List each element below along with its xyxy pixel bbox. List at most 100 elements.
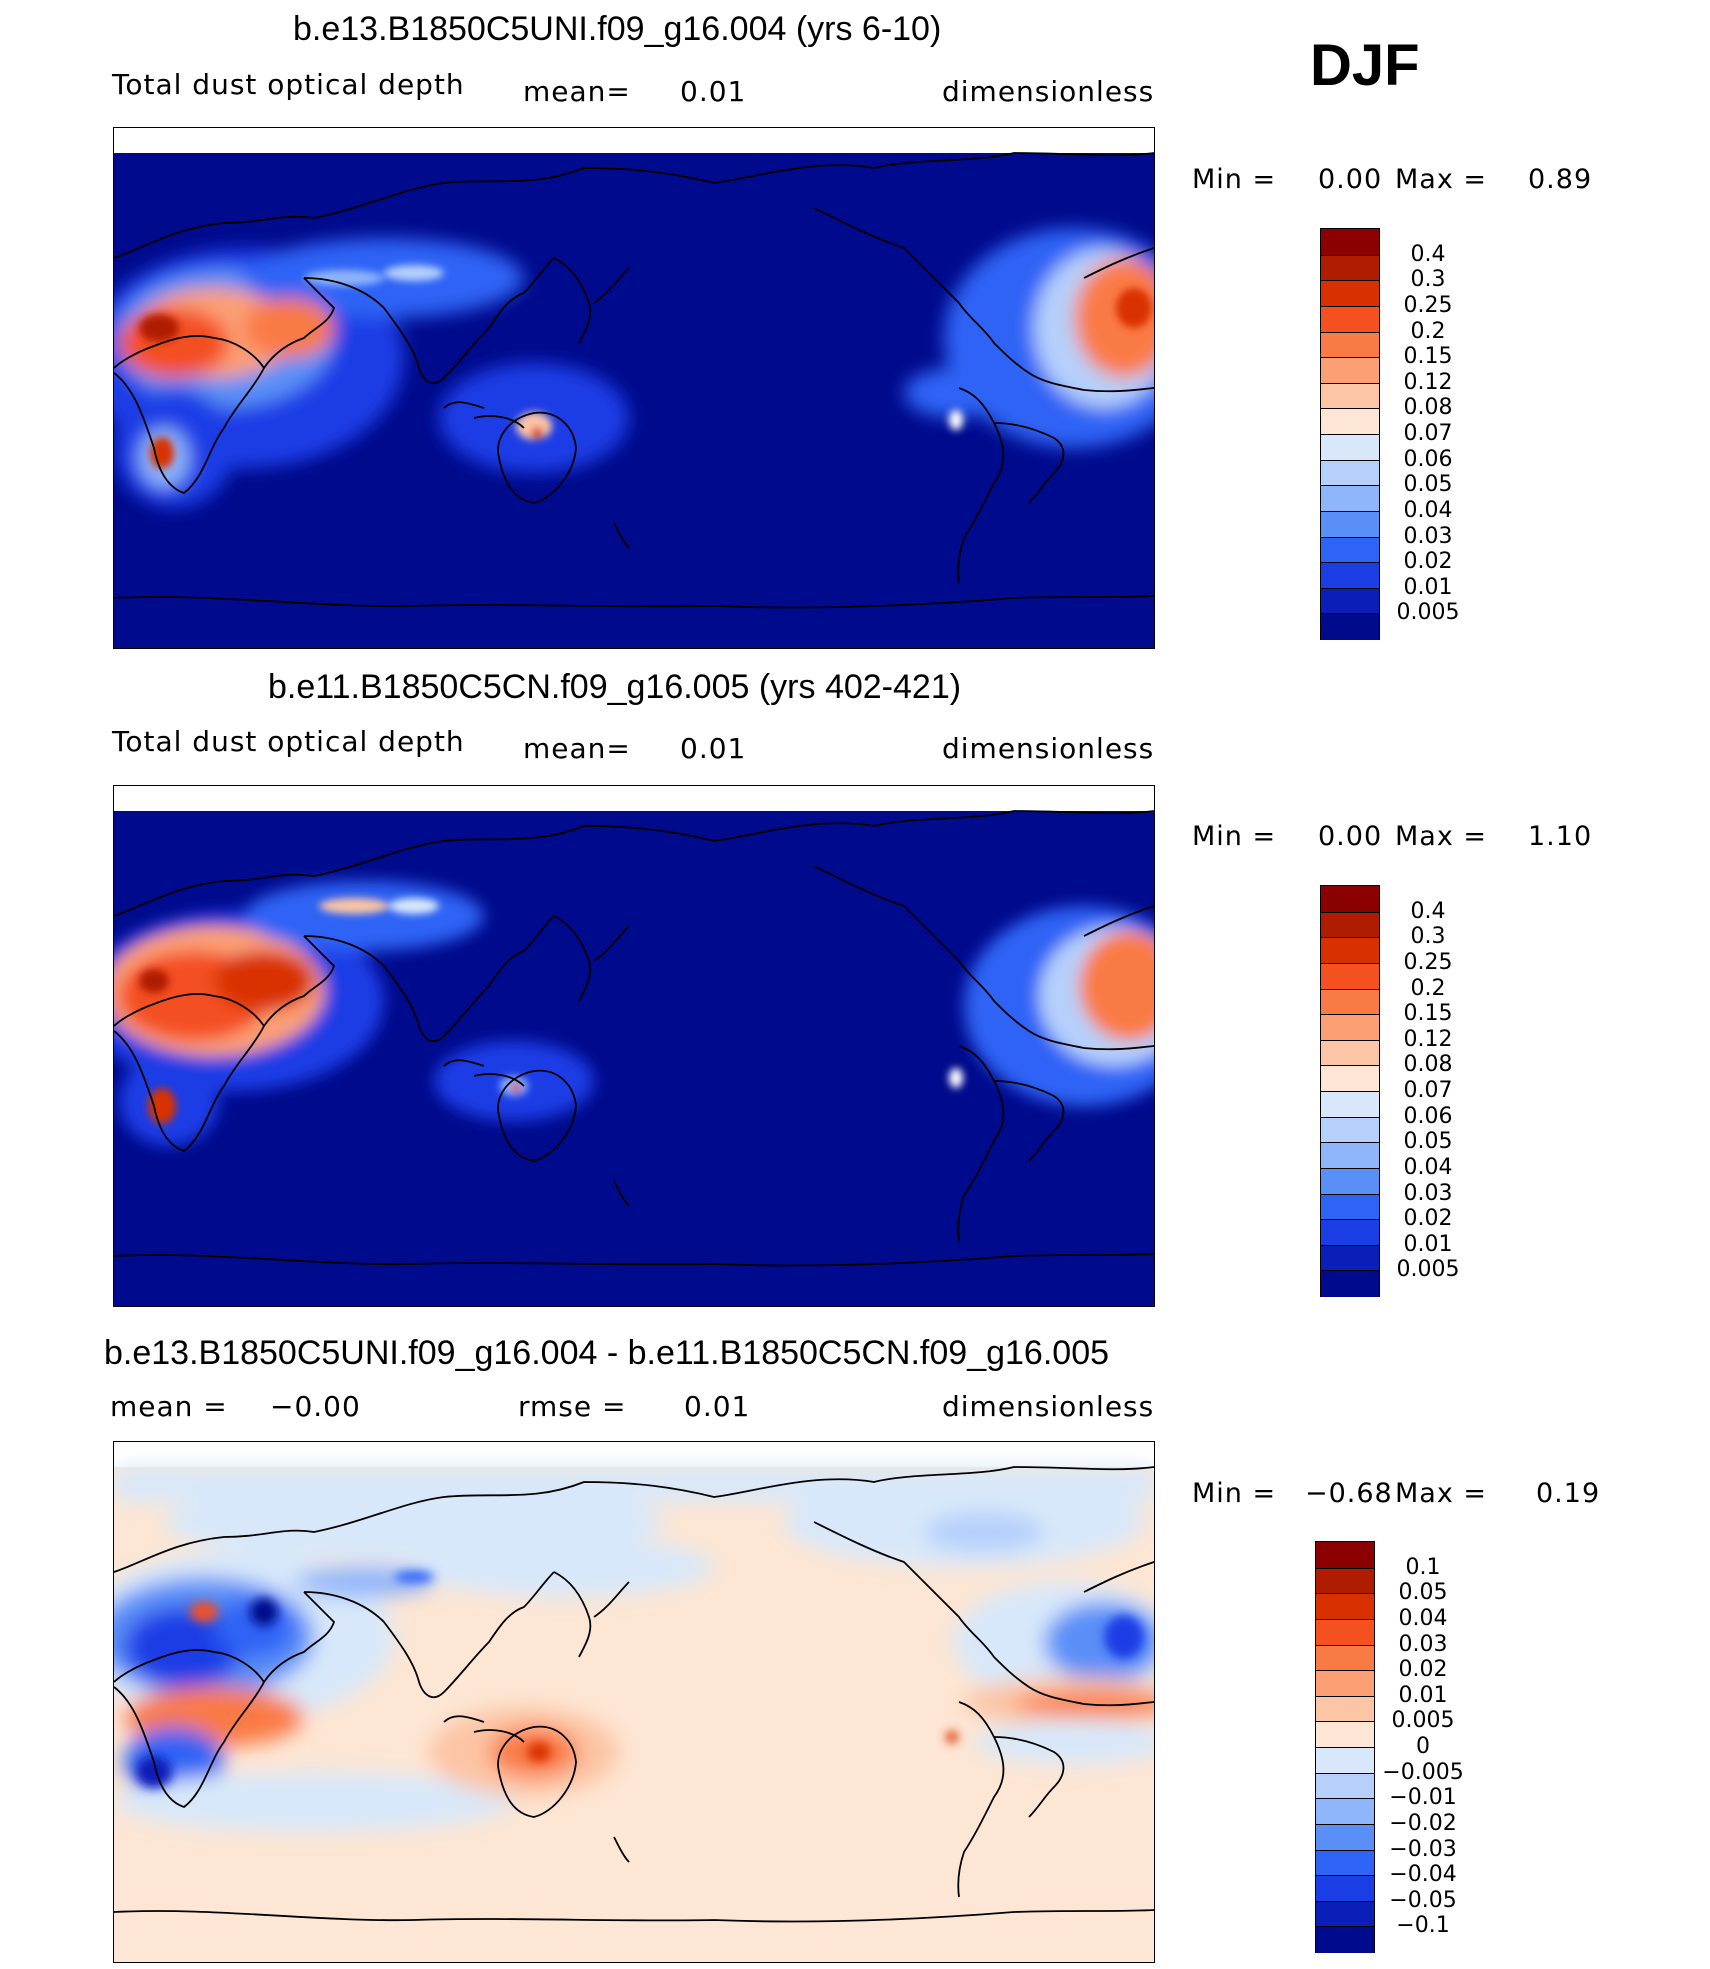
colorbar-tick-label: 0.4 xyxy=(1410,898,1446,924)
panel-1-map xyxy=(113,127,1155,649)
colorbar-swatch xyxy=(1321,1014,1379,1041)
colorbar-swatch xyxy=(1321,434,1379,461)
panel-2-max-label: Max = xyxy=(1395,821,1488,852)
panel-1-max-label: Max = xyxy=(1395,164,1488,195)
colorbar-tick-label: 0.04 xyxy=(1398,1605,1448,1631)
colorbar-swatch xyxy=(1316,1695,1374,1723)
colorbar-tick-label: 0.15 xyxy=(1403,1001,1453,1027)
colorbar-tick-label: 0.03 xyxy=(1403,1180,1453,1206)
panel-1-units: dimensionless xyxy=(942,75,1155,108)
colorbar-swatch xyxy=(1321,1244,1379,1272)
colorbar-swatch xyxy=(1321,536,1379,564)
panel-2-units: dimensionless xyxy=(942,732,1155,765)
colorbar-tick-label: 0.02 xyxy=(1398,1657,1448,1683)
colorbar-swatch xyxy=(1321,510,1379,538)
colorbar-swatch xyxy=(1316,1926,1374,1953)
panel-2-max-value: 1.10 xyxy=(1528,821,1593,852)
panel-3-min-label: Min = xyxy=(1192,1478,1277,1509)
panel-2-variable-label: Total dust optical depth xyxy=(112,725,465,758)
colorbar-tick-label: 0.3 xyxy=(1410,267,1446,293)
colorbar-swatch xyxy=(1321,911,1379,939)
colorbar-swatch xyxy=(1321,1091,1379,1118)
colorbar-tick-label: 0.03 xyxy=(1403,523,1453,549)
panel-2-colorbar: 0.4 0.3 0.25 0.2 0.15 0.12 0.08 0.07 0.06 0.05 0.0… xyxy=(1320,885,1459,1297)
panel-1-min-value: 0.00 xyxy=(1318,164,1383,195)
colorbar-swatch xyxy=(1321,229,1379,255)
colorbar-swatch xyxy=(1321,1142,1379,1169)
colorbar-swatch xyxy=(1321,1219,1379,1246)
colorbar-swatch xyxy=(1316,1593,1374,1620)
panel-3-map xyxy=(113,1441,1155,1963)
colorbar-swatch xyxy=(1321,562,1379,589)
panel-3-max-value: 0.19 xyxy=(1536,1478,1601,1509)
season-label: DJF xyxy=(1310,33,1420,98)
panel-1-min-label: Min = xyxy=(1192,164,1277,195)
colorbar-tick-label: −0.01 xyxy=(1389,1785,1457,1811)
panel-1-title: b.e13.B1850C5UNI.f09_g16.004 (yrs 6-10) xyxy=(293,10,942,48)
colorbar-tick-label: 0.12 xyxy=(1403,1026,1453,1052)
panel-3-colorbar: 0.1 0.05 0.04 0.03 0.02 0.01 0.005 0 −0.005 −0.01… xyxy=(1315,1541,1464,1953)
colorbar-tick-label: 0 xyxy=(1416,1734,1430,1759)
colorbar-swatch xyxy=(1316,1618,1374,1646)
colorbar-swatch xyxy=(1321,357,1379,384)
colorbar-swatch xyxy=(1321,382,1379,410)
colorbar-swatch xyxy=(1316,1823,1374,1851)
colorbar-swatch xyxy=(1321,613,1379,640)
colorbar-swatch xyxy=(1321,331,1379,359)
colorbar-swatch xyxy=(1321,988,1379,1016)
colorbar-tick-label: 0.005 xyxy=(1396,600,1460,626)
colorbar-swatch xyxy=(1316,1772,1374,1800)
panel-1-variable-label: Total dust optical depth xyxy=(112,68,465,101)
colorbar-tick-label: 0.3 xyxy=(1410,924,1446,950)
colorbar-tick-label: 0.04 xyxy=(1403,497,1453,523)
colorbar-swatch xyxy=(1316,1721,1374,1748)
colorbar-tick-label: 0.01 xyxy=(1403,574,1453,600)
panel-1-map-svg xyxy=(114,128,1154,648)
colorbar-swatch xyxy=(1316,1542,1374,1568)
colorbar-tick-label: 0.2 xyxy=(1410,318,1446,344)
panel-1-mean-value: 0.01 xyxy=(680,75,747,108)
panel-3-rmse-value: 0.01 xyxy=(684,1390,751,1423)
colorbar-swatch xyxy=(1321,1270,1379,1297)
colorbar-tick-label: 0.02 xyxy=(1403,1206,1453,1232)
colorbar-swatch xyxy=(1316,1747,1374,1774)
colorbar-tick-label: 0.06 xyxy=(1403,446,1453,472)
panel-2-map-svg xyxy=(114,786,1154,1306)
colorbar-tick-label: 0.1 xyxy=(1405,1554,1441,1580)
colorbar-tick-label: 0.07 xyxy=(1403,421,1453,446)
colorbar-tick-label: 0.06 xyxy=(1403,1103,1453,1129)
colorbar-tick-label: 0.25 xyxy=(1403,292,1453,318)
panel-2-min-label: Min = xyxy=(1192,821,1277,852)
colorbar-tick-label: −0.1 xyxy=(1396,1913,1450,1939)
colorbar-swatch xyxy=(1321,1193,1379,1221)
colorbar-swatch xyxy=(1321,587,1379,615)
panel-3-rmse-label: rmse = xyxy=(518,1390,627,1423)
colorbar-tick-label: 0.08 xyxy=(1403,1052,1453,1078)
colorbar-tick-label: −0.04 xyxy=(1389,1862,1457,1888)
panel-2-min-value: 0.00 xyxy=(1318,821,1383,852)
colorbar-tick-label: 0.03 xyxy=(1398,1631,1448,1657)
colorbar-swatch xyxy=(1321,1065,1379,1092)
colorbar-tick-label: 0.01 xyxy=(1403,1231,1453,1257)
panel-2-mean-label: mean= xyxy=(523,732,631,765)
colorbar-swatch xyxy=(1321,254,1379,282)
colorbar-swatch xyxy=(1321,937,1379,964)
panel-3-units: dimensionless xyxy=(942,1390,1155,1423)
colorbar-swatch xyxy=(1321,459,1379,487)
colorbar-swatch xyxy=(1321,305,1379,333)
colorbar-tick-label: −0.005 xyxy=(1382,1759,1464,1785)
colorbar-swatch xyxy=(1316,1567,1374,1595)
colorbar-tick-label: −0.05 xyxy=(1389,1887,1457,1913)
colorbar-tick-label: −0.02 xyxy=(1389,1810,1457,1836)
colorbar-swatch xyxy=(1316,1798,1374,1825)
colorbar-tick-label: 0.02 xyxy=(1403,549,1453,575)
colorbar-swatch xyxy=(1321,1039,1379,1067)
colorbar-tick-label: 0.4 xyxy=(1410,241,1446,267)
colorbar-swatch xyxy=(1321,408,1379,435)
colorbar-tick-label: 0.005 xyxy=(1396,1257,1460,1283)
panel-3-min-value: −0.68 xyxy=(1305,1478,1393,1509)
colorbar-swatch xyxy=(1316,1644,1374,1672)
panel-2-mean-value: 0.01 xyxy=(680,732,747,765)
colorbar-tick-label: 0.05 xyxy=(1403,1129,1453,1155)
colorbar-tick-label: 0.08 xyxy=(1403,395,1453,421)
